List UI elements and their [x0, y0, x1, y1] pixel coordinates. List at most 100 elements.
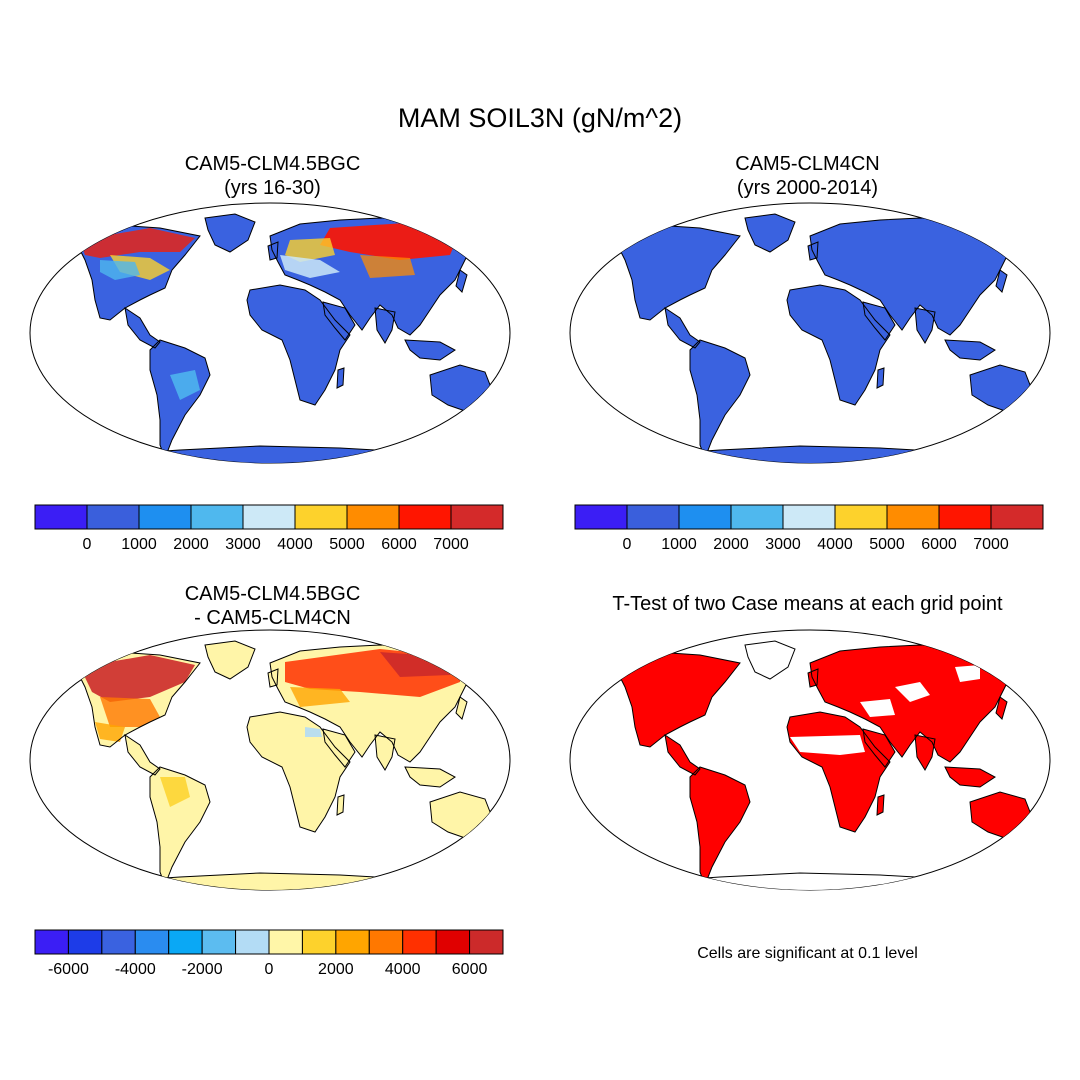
coastline-southAmerica: [149, 766, 211, 887]
coastline-madagascar: [336, 794, 345, 816]
colorbar-tick-label: 2000: [713, 536, 749, 553]
coastline-northAmerica: [614, 651, 741, 748]
field-patch: [360, 255, 415, 278]
panel-title-line2: (yrs 2000-2014): [736, 177, 879, 199]
field-patch: [790, 735, 865, 755]
land-madagascar: [877, 368, 884, 388]
colorbar-tick-label: 5000: [869, 536, 905, 553]
coastline-africa: [786, 711, 891, 833]
coastline-greenland: [744, 213, 796, 253]
land-northAmerica: [615, 225, 740, 320]
map-ttest: [569, 629, 1051, 891]
coastline-greenland: [744, 640, 796, 680]
colorbar-swatch: [190, 504, 244, 530]
land-seAsia: [945, 340, 995, 360]
land-layer: [74, 640, 493, 890]
colorbar-tick-label: 7000: [433, 536, 469, 553]
coastline-arabia: [322, 728, 356, 768]
colorbar-tick-label: 0: [623, 536, 632, 553]
colorbar-tick-label: -4000: [115, 961, 156, 978]
figure-title: MAM SOIL3N (gN/m^2): [397, 103, 683, 133]
colorbar-swatch: [101, 929, 136, 955]
colorbar-swatch: [678, 504, 732, 530]
land-africa: [787, 285, 890, 405]
coastline-seAsia: [944, 339, 996, 361]
colorbar-swatch: [134, 929, 170, 955]
colorbar-swatch: [450, 504, 504, 530]
coastline-uk: [267, 668, 279, 688]
coastline-madagascar: [876, 794, 885, 816]
coastline-arabia: [862, 728, 896, 768]
panel-title-line1: CAM5-CLM4CN: [735, 153, 880, 175]
map-diff: [29, 629, 511, 891]
land-northAmerica: [615, 652, 740, 747]
colorbar-swatch: [626, 504, 680, 530]
coastline-southAmerica: [689, 339, 751, 460]
colorbar-tick-label: 6000: [381, 536, 417, 553]
colorbar-swatch: [402, 929, 437, 955]
colorbar-case2: 0 1000 2000 3000 4000 5000 6000 7000: [574, 504, 1044, 553]
land-centralAmerica: [125, 308, 160, 348]
land-seAsia: [945, 767, 995, 787]
field-patch: [110, 255, 170, 280]
coastline-uk: [807, 241, 819, 261]
colorbar-swatch: [346, 504, 400, 530]
coastline-greenland: [204, 213, 256, 253]
land-seAsia: [405, 767, 455, 787]
map-case2: [569, 202, 1051, 464]
colorbar-swatch: [86, 504, 140, 530]
coastline-india: [914, 734, 936, 772]
field-patch: [80, 655, 195, 702]
colorbar-tick-label: 2000: [318, 961, 354, 978]
coastline-india: [374, 307, 396, 345]
colorbar-tick-label: 3000: [765, 536, 801, 553]
coastline-uk: [267, 241, 279, 261]
coastline-centralAmerica: [664, 733, 701, 776]
colorbar-swatch: [335, 929, 370, 955]
colorbar-tick-label: 4000: [817, 536, 853, 553]
colorbar-swatch: [201, 929, 237, 955]
panel-title-line1: T-Test of two Case means at each grid po…: [612, 593, 1003, 615]
panel-title-case1: CAM5-CLM4.5BGC (yrs 16-30): [20, 152, 525, 200]
field-patch: [895, 682, 930, 702]
coastline-india: [374, 734, 396, 772]
colorbar-swatch: [242, 504, 296, 530]
coastline-madagascar: [336, 367, 345, 389]
map-case1: [29, 202, 511, 464]
colorbar-tick-label: 1000: [661, 536, 697, 553]
colorbar-diff: -6000 -4000 -2000 0 2000 4000 6000: [34, 929, 504, 978]
colorbar-tick-label: 1000: [121, 536, 157, 553]
land-madagascar: [337, 368, 344, 388]
land-centralAmerica: [125, 735, 160, 775]
panel-title-line1: CAM5-CLM4.5BGC: [184, 153, 361, 175]
colorbar-tick-label: 6000: [921, 536, 957, 553]
colorbar-tick-label: 7000: [973, 536, 1009, 553]
coastline-centralAmerica: [124, 306, 161, 349]
coastline-japan: [995, 269, 1008, 293]
colorbar-swatch: [834, 504, 888, 530]
field-patch: [860, 699, 895, 717]
colorbar-swatch: [268, 929, 303, 955]
land-madagascar: [337, 795, 344, 815]
coastline-uk: [807, 668, 819, 688]
field-patch: [170, 370, 200, 400]
colorbar-tick-label: 4000: [385, 961, 421, 978]
coastline-india: [914, 307, 936, 345]
colorbar-swatch: [168, 929, 203, 955]
coastline-greenland: [204, 640, 256, 680]
colorbar-swatch: [368, 929, 404, 955]
colorbar-tick-label: 4000: [277, 536, 313, 553]
colorbar-tick-label: 5000: [329, 536, 365, 553]
land-centralAmerica: [665, 735, 700, 775]
field-patch: [100, 260, 140, 280]
significance-note: Cells are significant at 0.1 level: [697, 945, 918, 962]
colorbar-swatch: [886, 504, 940, 530]
coastline-seAsia: [944, 766, 996, 788]
coastline-madagascar: [876, 367, 885, 389]
land-southAmerica: [150, 767, 210, 885]
panel-title-line1: CAM5-CLM4.5BGC: [184, 583, 361, 605]
field-patch: [280, 255, 340, 278]
land-greenland: [205, 214, 255, 252]
colorbar-case1: 0 1000 2000 3000 4000 5000 6000 7000: [34, 504, 504, 553]
field-patch: [955, 665, 980, 682]
